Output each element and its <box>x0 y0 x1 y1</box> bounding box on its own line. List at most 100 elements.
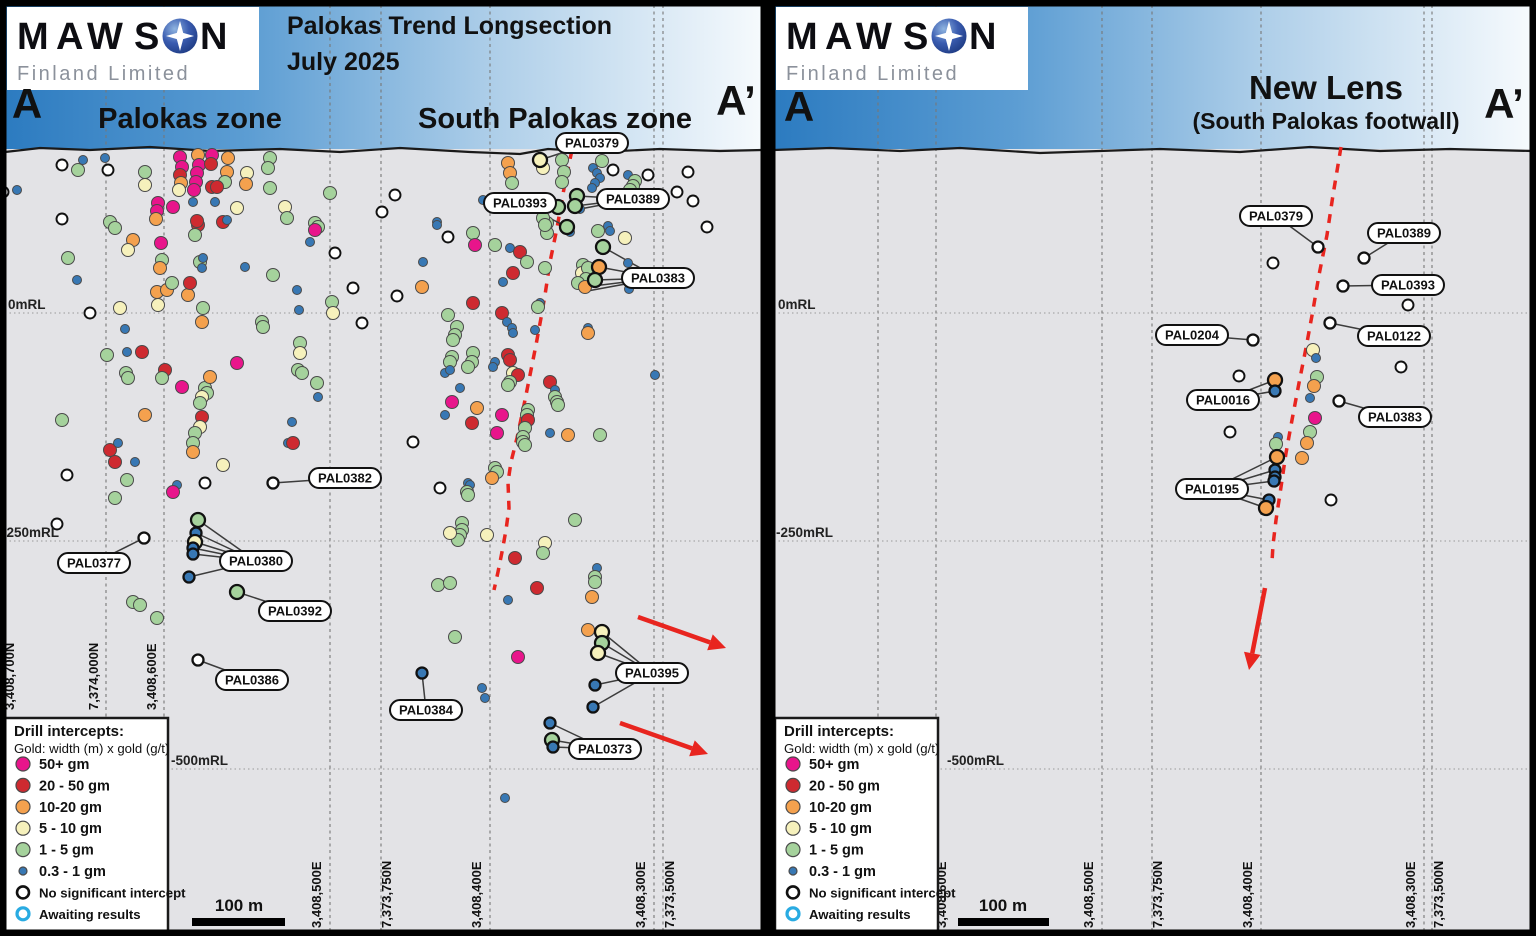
hole-label-pill <box>1186 389 1260 411</box>
legend-title: Drill intercepts: <box>14 723 124 740</box>
intercept-dot-o <box>581 326 595 340</box>
hole-label-pill <box>1371 274 1445 296</box>
intercept-dot-o <box>181 288 195 302</box>
intercept-dot-g <box>263 181 277 195</box>
hole-label-PAL0389: PAL0389 <box>606 192 660 207</box>
intercept-dot-y <box>172 183 186 197</box>
intercept-dot-m <box>166 485 180 499</box>
intercept-dot-r <box>506 266 520 280</box>
logo-letter: W <box>87 16 123 58</box>
logo-subtitle: Finland Limited <box>786 63 959 85</box>
intercept-dot-y <box>121 243 135 257</box>
hole-label-pill <box>1357 325 1431 347</box>
rl-label: -500mRL <box>947 753 1004 768</box>
intercept-dot-o <box>1295 451 1309 465</box>
intercept-dot-g <box>323 186 337 200</box>
intercept-dot-b <box>294 305 304 315</box>
intercept-dot-b <box>305 237 315 247</box>
intercept-dot-g <box>188 228 202 242</box>
intercept-dot-nsi <box>101 163 115 177</box>
intercept-dot-g <box>551 398 565 412</box>
grid-coord-label: 7,373,500N <box>1431 861 1446 928</box>
intercept-dot-o <box>1257 499 1275 517</box>
intercept-dot-g <box>228 583 246 601</box>
legend-swatch-awaiting <box>785 906 801 922</box>
legend-item-label: Awaiting results <box>809 907 911 922</box>
intercept-dot-b <box>12 185 22 195</box>
legend-swatch-r <box>785 777 801 794</box>
legend-swatch-g <box>15 841 31 858</box>
rl-label: 0mRL <box>778 297 816 312</box>
intercept-dot-g <box>196 301 210 315</box>
grid-coord-label: 7,373,750N <box>379 861 394 928</box>
intercept-dot-g <box>61 251 75 265</box>
legend-item-label: 50+ gm <box>809 757 859 773</box>
hole-label-PAL0377: PAL0377 <box>67 556 121 571</box>
legend-item-label: 0.3 - 1 gm <box>39 864 106 880</box>
intercept-dot-o <box>153 261 167 275</box>
intercept-dot-nsi <box>60 468 74 482</box>
intercept-dot-b <box>130 457 140 467</box>
legend-swatch-b <box>18 866 28 876</box>
legend-item-label: 20 - 50 gm <box>39 778 110 794</box>
intercept-dot-g <box>446 333 460 347</box>
intercept-dot-nsi <box>1323 316 1337 330</box>
intercept-dot-y <box>531 151 549 169</box>
hole-label-PAL0380: PAL0380 <box>229 554 283 569</box>
legend-swatch-r <box>15 777 31 794</box>
legend-item-label: Awaiting results <box>39 907 141 922</box>
intercept-dot-o <box>149 212 163 226</box>
grid-coord-label: 3,408,500E <box>309 861 324 928</box>
intercept-dot-b <box>1268 384 1282 398</box>
section-marker-a-prime: A’ <box>716 77 756 124</box>
intercept-dot-g <box>138 165 152 179</box>
intercept-dot-y <box>216 458 230 472</box>
grid-coord-label: 7,374,000N <box>86 643 101 710</box>
section-marker-a: A <box>12 80 42 127</box>
grid-coord-label: 7,373,500N <box>662 861 677 928</box>
intercept-dot-nsi <box>1311 240 1325 254</box>
intercept-dot-b <box>588 678 602 692</box>
intercept-dot-o <box>221 151 235 165</box>
hole-label-PAL0204: PAL0204 <box>1165 328 1220 343</box>
intercept-dot-o <box>239 177 253 191</box>
intercept-dot-nsi <box>406 435 420 449</box>
intercept-dot-b <box>440 410 450 420</box>
grid-coord-label: 3,408,600E <box>144 643 159 710</box>
intercept-dot-o <box>203 370 217 384</box>
intercept-dot-b <box>198 253 208 263</box>
intercept-dot-y <box>113 301 127 315</box>
intercept-dot-nsi <box>1394 360 1408 374</box>
intercept-dot-nsi <box>83 306 97 320</box>
intercept-dot-g <box>466 226 480 240</box>
intercept-dot-b <box>113 438 123 448</box>
hole-label-pill <box>555 132 629 154</box>
logo-letter: M <box>17 16 49 58</box>
intercept-dot-g <box>594 238 612 256</box>
figure-title-line2: July 2025 <box>287 48 400 76</box>
legend-item-label: 1 - 5 gm <box>39 843 94 859</box>
intercept-dot-b <box>1305 393 1315 403</box>
intercept-dot-r <box>543 375 557 389</box>
intercept-dot-r <box>210 180 224 194</box>
intercept-dot-nsi <box>1332 394 1346 408</box>
grid-coord-label: 3,408,400E <box>1240 861 1255 928</box>
intercept-dot-g <box>108 491 122 505</box>
intercept-dot-m <box>154 236 168 250</box>
intercept-dot-nsi <box>55 212 69 226</box>
intercept-dot-nsi <box>55 158 69 172</box>
intercept-dot-b <box>545 428 555 438</box>
plunge-arrow <box>1250 587 1268 654</box>
intercept-dot-b <box>186 547 200 561</box>
intercept-dot-g <box>189 511 207 529</box>
legend-swatch-awaiting <box>15 906 31 922</box>
intercept-dot-nsi <box>191 653 205 667</box>
hole-label-PAL0392: PAL0392 <box>268 604 322 619</box>
scalebar <box>192 918 285 926</box>
intercept-dot-b <box>455 383 465 393</box>
grid-coord-label: 7,373,750N <box>1150 861 1165 928</box>
intercept-dot-nsi <box>390 289 404 303</box>
intercept-dot-o <box>186 445 200 459</box>
